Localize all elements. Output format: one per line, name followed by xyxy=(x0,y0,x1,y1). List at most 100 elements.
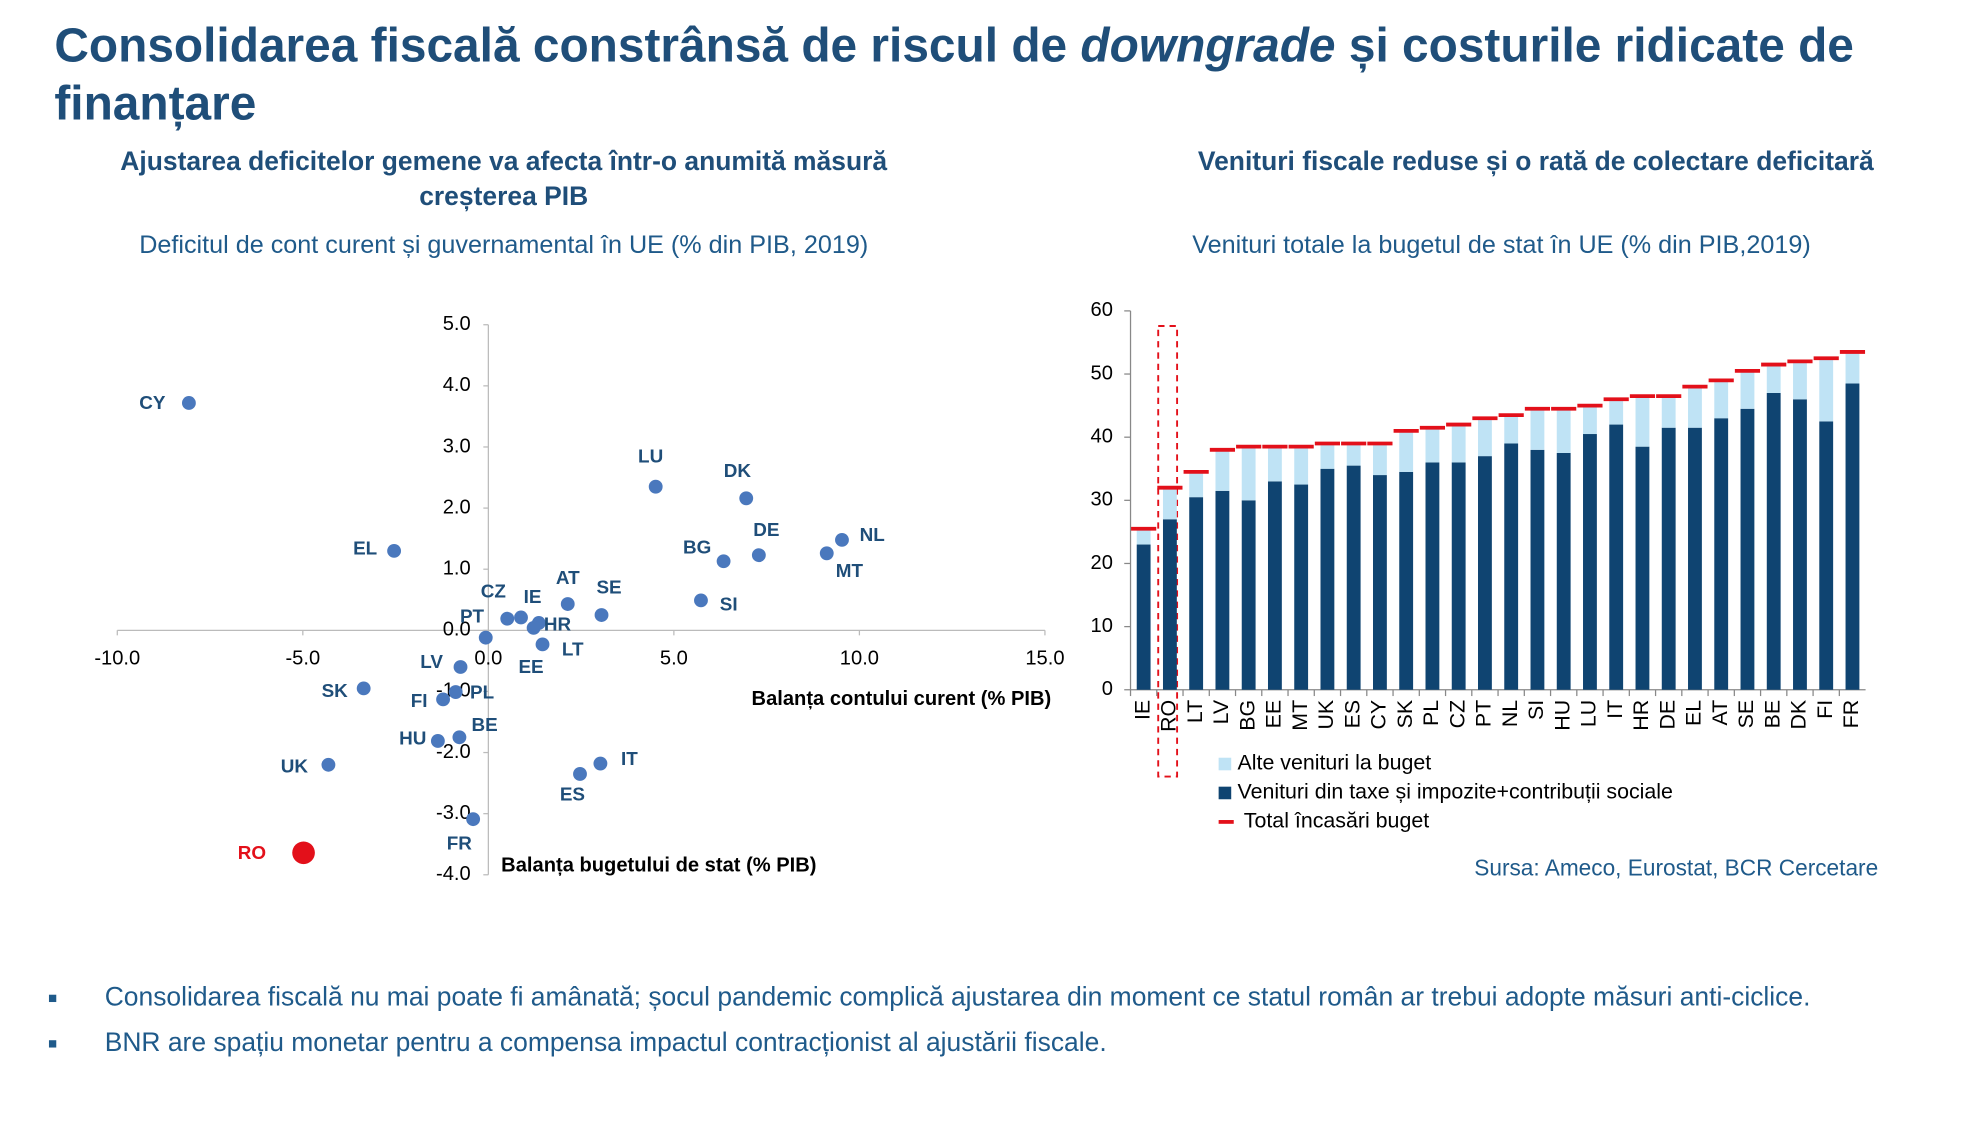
bar-segment xyxy=(1661,427,1676,690)
bar-segment xyxy=(1241,500,1256,690)
x-tick-label: HU xyxy=(1550,700,1574,731)
bar-segment xyxy=(1451,424,1466,463)
bar-segment xyxy=(1635,396,1650,447)
y-tick-label: 1.0 xyxy=(443,558,471,580)
highlight-box xyxy=(1157,325,1179,778)
point-label: FI xyxy=(411,691,428,712)
chart-title: Ajustarea deficitelor gemene va afecta î… xyxy=(120,147,888,212)
bar-segment xyxy=(1688,427,1702,690)
point-label: NL xyxy=(860,525,885,546)
bar-segment xyxy=(1451,462,1466,690)
left-title-box: Ajustarea deficitelor gemene va afecta î… xyxy=(120,147,888,212)
point xyxy=(500,611,515,626)
bar-segment xyxy=(1714,418,1729,690)
x-tick-label: CY xyxy=(1367,700,1391,730)
point-label: IE xyxy=(524,587,542,608)
bar-segment xyxy=(1267,446,1282,482)
x-tick-label: FI xyxy=(1813,700,1837,719)
x-tick-label: LT xyxy=(1183,700,1207,723)
x-tick-label: AT xyxy=(1708,700,1732,726)
bar-segment xyxy=(1267,481,1282,690)
bar-segment xyxy=(1294,484,1309,690)
x-tick-label: NL xyxy=(1498,700,1522,727)
x-axis-title: Balanța contului curent (% PIB) xyxy=(752,688,1052,710)
point xyxy=(436,692,450,707)
point-label: RO xyxy=(238,843,266,864)
y-tick-label: 0.0 xyxy=(443,619,471,641)
point xyxy=(594,608,609,622)
point xyxy=(526,620,541,635)
point-label: HR xyxy=(544,614,572,635)
bar-segment xyxy=(1346,443,1361,466)
point xyxy=(181,396,196,410)
point-label: SE xyxy=(596,578,621,599)
bar-segment xyxy=(1819,358,1834,422)
bar-segment xyxy=(1425,427,1440,463)
point-label: EL xyxy=(353,539,377,560)
x-tick-label: SE xyxy=(1734,700,1758,729)
bullet-text: BNR are spațiu monetar pentru a compensa… xyxy=(104,1028,1107,1058)
point-label: PT xyxy=(460,606,485,627)
bullet-list: ■ Consolidarea fiscală nu mai poate fi am… xyxy=(48,979,1911,1062)
y-tick-label: 50 xyxy=(1091,362,1113,384)
bar-segment xyxy=(1583,405,1597,435)
point-label: LV xyxy=(420,652,443,673)
y-tick-label: -3.0 xyxy=(436,802,471,824)
bar-segment xyxy=(1162,519,1177,690)
bar-segment xyxy=(1399,430,1414,472)
point xyxy=(478,630,493,645)
point xyxy=(514,610,528,625)
y-tick-label: 2.0 xyxy=(443,496,471,518)
bar-segment xyxy=(1609,424,1624,690)
title-part: și costurile ridicate de finanțare xyxy=(54,20,1854,131)
x-tick-label: 10.0 xyxy=(840,648,879,670)
y-tick-label: 3.0 xyxy=(443,435,471,457)
point-label: SI xyxy=(720,594,738,615)
title-part: Consolidarea fiscală constrânsă de riscu… xyxy=(54,20,1081,74)
x-tick-label: BG xyxy=(1235,700,1259,731)
y-tick-label: 0 xyxy=(1102,678,1113,700)
point xyxy=(835,532,849,547)
right-title-box: Venituri fiscale reduse și o rată de col… xyxy=(1198,147,1874,176)
bar-segment xyxy=(1189,497,1204,690)
x-tick-label: SK xyxy=(1393,699,1417,728)
bar-segment xyxy=(1714,380,1729,419)
x-tick-label: CZ xyxy=(1445,700,1469,729)
bar-segment xyxy=(1478,456,1492,690)
point xyxy=(751,548,766,563)
bar-segment xyxy=(1162,487,1177,520)
point-label: AT xyxy=(556,568,580,589)
bar-segment xyxy=(1425,462,1440,690)
point-label: DE xyxy=(753,520,779,541)
right-subtitle-box: Venituri totale la bugetul de stat în UE… xyxy=(1192,232,1811,260)
bar-segment xyxy=(1530,408,1545,450)
slide-title: Consolidarea fiscală constrânsă de riscu… xyxy=(54,18,1961,134)
point xyxy=(387,543,402,558)
bar-segment xyxy=(1478,418,1492,457)
bar-segment xyxy=(1845,383,1860,690)
x-tick-label: PT xyxy=(1472,700,1496,727)
title-box: Consolidarea fiscală constrânsă de riscu… xyxy=(54,18,1961,134)
y-tick-label: 30 xyxy=(1091,489,1113,511)
bar-segment xyxy=(1530,449,1545,690)
point xyxy=(448,685,463,699)
x-tick-label: ES xyxy=(1340,700,1364,729)
bar-segment xyxy=(1766,392,1781,690)
bar-segment xyxy=(1766,364,1781,393)
x-tick-label: DK xyxy=(1787,699,1811,729)
legend-swatch xyxy=(1218,786,1232,800)
title-part: downgrade xyxy=(1080,20,1336,74)
point xyxy=(452,730,467,745)
x-tick-label: IE xyxy=(1130,700,1154,720)
bar-segment xyxy=(1189,471,1204,498)
point-label: CY xyxy=(139,393,166,414)
x-tick-label: -5.0 xyxy=(285,648,320,670)
point-label: MT xyxy=(836,561,864,582)
y-tick-label: 60 xyxy=(1091,299,1113,321)
bar-segment xyxy=(1294,446,1309,485)
x-tick-label: MT xyxy=(1288,700,1312,731)
bar-segment xyxy=(1372,443,1387,476)
left-subtitle-box: Deficitul de cont curent și guvernamenta… xyxy=(139,232,868,260)
bullet-text: Consolidarea fiscală nu mai poate fi amâ… xyxy=(104,983,1811,1012)
